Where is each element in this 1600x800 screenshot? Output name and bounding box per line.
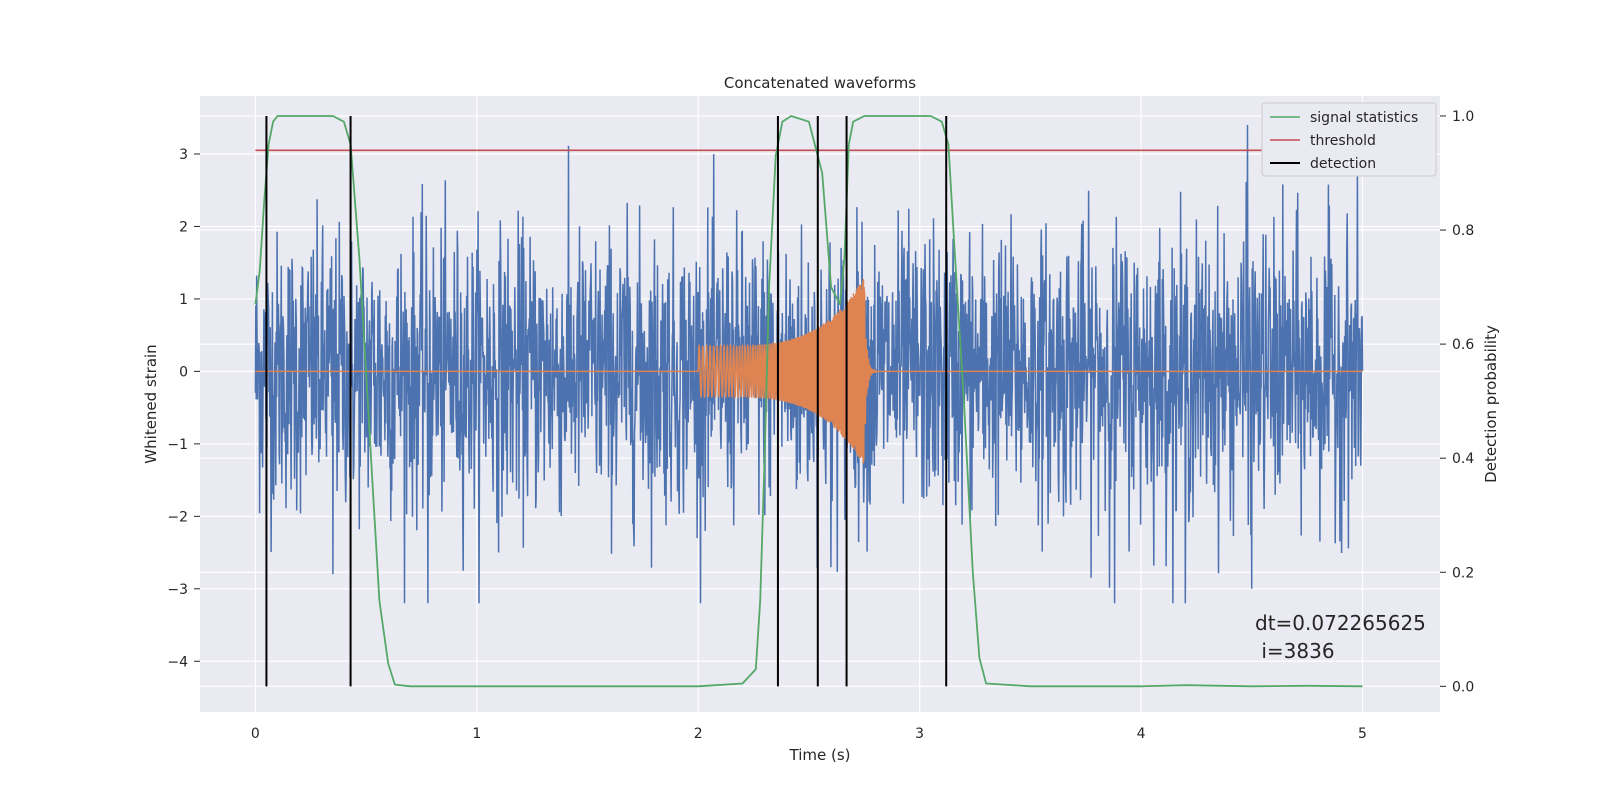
- y-left-tick-label: 1: [179, 292, 188, 308]
- legend-box: [1261, 102, 1437, 177]
- legend-signal-statistics-label: signal statistics: [1310, 110, 1418, 126]
- chart-title: Concatenated waveforms: [724, 74, 916, 92]
- y-right-tick-label: 0.2: [1452, 565, 1474, 581]
- y-right-tick-label: 0.8: [1452, 223, 1474, 239]
- y-right-tick-label: 0.6: [1452, 337, 1474, 353]
- y-left-tick-label: 3: [179, 147, 188, 163]
- x-tick-label: 0: [251, 726, 260, 742]
- y-right-tick-label: 0.4: [1452, 451, 1474, 467]
- x-tick-label: 5: [1358, 726, 1367, 742]
- y-left-tick-label: −4: [167, 654, 188, 670]
- y-left-tick-label: −2: [167, 509, 188, 525]
- y-left-tick-label: 2: [179, 219, 188, 235]
- y-right-tick-label: 0.0: [1452, 679, 1474, 695]
- annotation-dt: dt=0.072265625: [1255, 611, 1426, 635]
- y-axis-label-left: Whitened strain: [142, 344, 160, 463]
- x-axis-label: Time (s): [789, 746, 851, 764]
- x-tick-label: 4: [1137, 726, 1146, 742]
- y-axis-label-right: Detection probability: [1482, 325, 1500, 483]
- y-right-tick-label: 1.0: [1452, 109, 1474, 125]
- annotation-i: i=3836: [1255, 639, 1335, 663]
- legend-detection-label: detection: [1310, 156, 1376, 172]
- legend-threshold-label: threshold: [1310, 133, 1376, 149]
- y-left-tick-label: −3: [167, 582, 188, 598]
- signal-statistics-line: [254, 115, 1363, 688]
- injected-signal-line: [255, 279, 1363, 464]
- x-tick-label: 1: [472, 726, 481, 742]
- y-left-tick-label: −1: [167, 437, 188, 453]
- legend: signal statistics threshold detection: [1261, 102, 1437, 177]
- series-layer: [254, 115, 1385, 688]
- x-tick-label: 2: [694, 726, 703, 742]
- y-left-tick-label: 0: [179, 364, 188, 380]
- ticks: 0 1 2 3 4 5 3 2 1 0 −1 −2 −3 −4 1.0 0.8 0.6 0.4 0.2 0.0: [167, 109, 1474, 742]
- x-tick-label: 3: [915, 726, 924, 742]
